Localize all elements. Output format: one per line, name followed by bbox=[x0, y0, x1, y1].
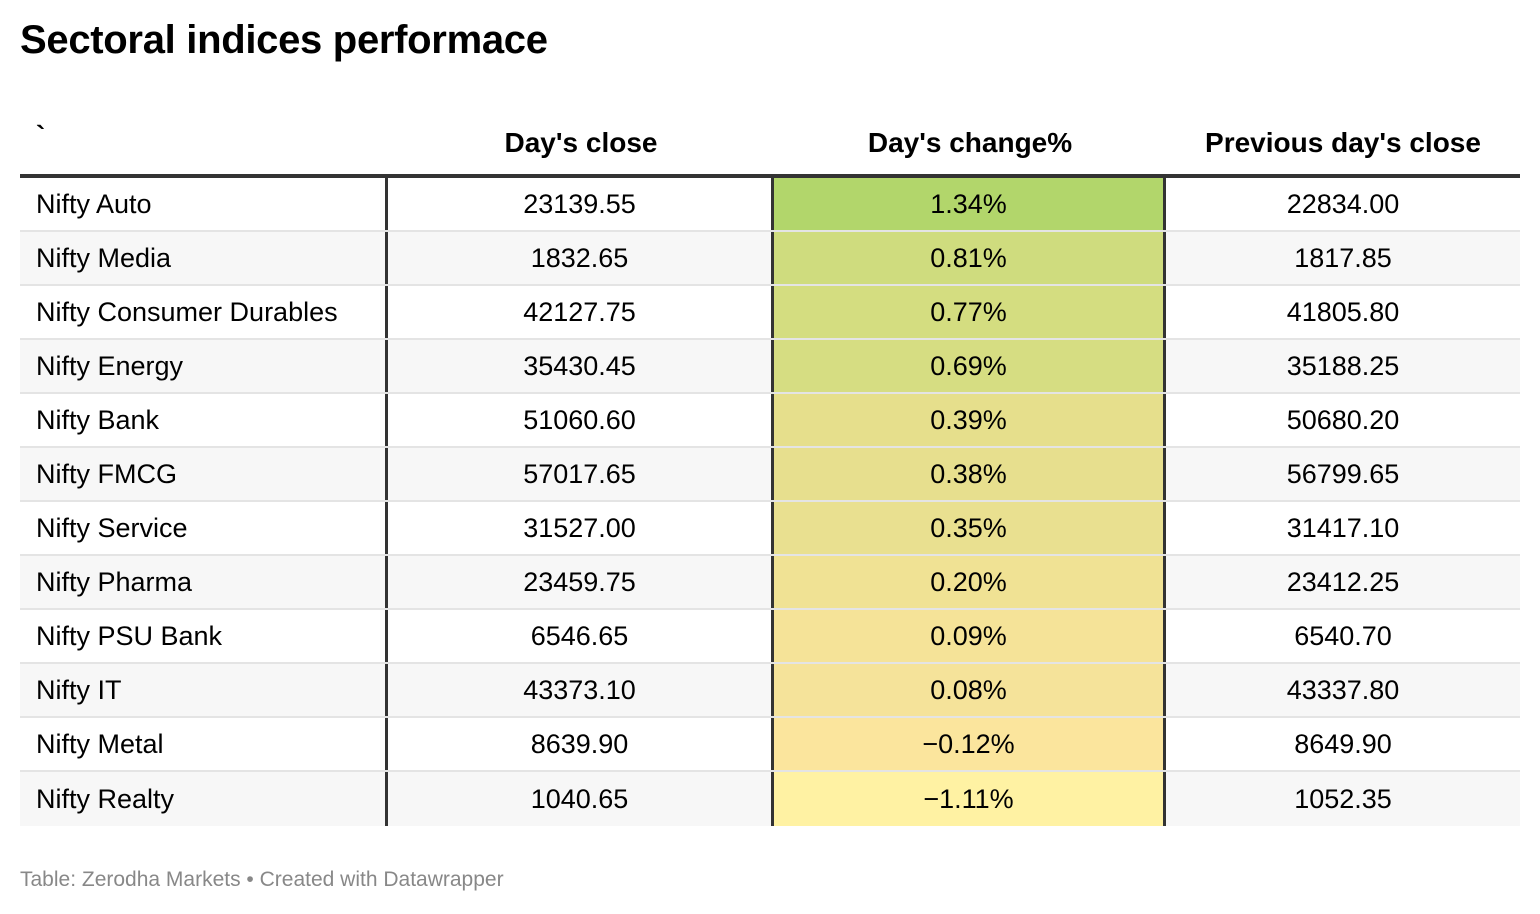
table-row: Nifty FMCG 57017.65 0.38% 56799.65 bbox=[20, 448, 1520, 502]
table-header: ` Day's close Day's change% Previous day… bbox=[20, 102, 1520, 178]
table-row: Nifty Consumer Durables 42127.75 0.77% 4180… bbox=[20, 286, 1520, 340]
row-close-cell: 1040.65 bbox=[388, 772, 774, 826]
row-close-cell: 35430.45 bbox=[388, 340, 774, 392]
row-change-cell: 0.38% bbox=[774, 448, 1166, 500]
row-change-cell: 1.34% bbox=[774, 178, 1166, 230]
row-name-cell: Nifty Consumer Durables bbox=[20, 286, 388, 338]
row-prev-close-cell: 43337.80 bbox=[1286, 674, 1400, 705]
row-prev-close-cell: 31417.10 bbox=[1286, 512, 1400, 543]
row-close-cell: 6546.65 bbox=[388, 610, 774, 662]
table-row: Nifty PSU Bank 6546.65 0.09% 6540.70 bbox=[20, 610, 1520, 664]
row-close-cell: 1832.65 bbox=[388, 232, 774, 284]
table-row: Nifty Bank 51060.60 0.39% 50680.20 bbox=[20, 394, 1520, 448]
row-change-cell: 0.20% bbox=[774, 556, 1166, 608]
column-header-name[interactable]: ` bbox=[36, 120, 46, 151]
row-prev-close-cell: 8649.90 bbox=[1294, 728, 1392, 759]
row-prev-close-cell: 22834.00 bbox=[1286, 188, 1400, 219]
row-prev-close-cell: 56799.65 bbox=[1286, 458, 1400, 489]
column-header-close[interactable]: Day's close bbox=[504, 127, 658, 158]
table-row: Nifty Service 31527.00 0.35% 31417.10 bbox=[20, 502, 1520, 556]
row-prev-close-cell: 50680.20 bbox=[1286, 404, 1400, 435]
row-name-cell: Nifty Metal bbox=[20, 718, 388, 770]
row-prev-close-cell: 1817.85 bbox=[1294, 242, 1392, 273]
row-change-cell: 0.08% bbox=[774, 664, 1166, 716]
row-close-cell: 31527.00 bbox=[388, 502, 774, 554]
row-name-cell: Nifty Energy bbox=[20, 340, 388, 392]
row-close-cell: 51060.60 bbox=[388, 394, 774, 446]
row-name-cell: Nifty IT bbox=[20, 664, 388, 716]
row-name-cell: Nifty Pharma bbox=[20, 556, 388, 608]
row-close-cell: 43373.10 bbox=[388, 664, 774, 716]
table-row: Nifty IT 43373.10 0.08% 43337.80 bbox=[20, 664, 1520, 718]
row-name-cell: Nifty Auto bbox=[20, 178, 388, 230]
row-prev-close-cell: 6540.70 bbox=[1294, 620, 1392, 651]
row-change-cell: 0.77% bbox=[774, 286, 1166, 338]
row-name-cell: Nifty Media bbox=[20, 232, 388, 284]
column-header-change[interactable]: Day's change% bbox=[867, 127, 1073, 158]
row-name-cell: Nifty Bank bbox=[20, 394, 388, 446]
row-name-cell: Nifty Realty bbox=[20, 772, 388, 826]
table-row: Nifty Energy 35430.45 0.69% 35188.25 bbox=[20, 340, 1520, 394]
row-close-cell: 23459.75 bbox=[388, 556, 774, 608]
row-change-cell: 0.35% bbox=[774, 502, 1166, 554]
column-header-prev-close[interactable]: Previous day's close bbox=[1205, 127, 1481, 158]
row-prev-close-cell: 1052.35 bbox=[1294, 783, 1392, 814]
row-prev-close-cell: 23412.25 bbox=[1286, 566, 1400, 597]
table-row: Nifty Realty 1040.65 −1.11% 1052.35 bbox=[20, 772, 1520, 826]
table-body: Nifty Auto 23139.55 1.34% 22834.00 Nifty Med… bbox=[20, 178, 1520, 826]
row-close-cell: 23139.55 bbox=[388, 178, 774, 230]
row-name-cell: Nifty FMCG bbox=[20, 448, 388, 500]
row-change-cell: −0.12% bbox=[774, 718, 1166, 770]
row-change-cell: 0.39% bbox=[774, 394, 1166, 446]
table-row: Nifty Auto 23139.55 1.34% 22834.00 bbox=[20, 178, 1520, 232]
row-name-cell: Nifty PSU Bank bbox=[20, 610, 388, 662]
table-row: Nifty Metal 8639.90 −0.12% 8649.90 bbox=[20, 718, 1520, 772]
row-change-cell: 0.81% bbox=[774, 232, 1166, 284]
row-prev-close-cell: 41805.80 bbox=[1286, 296, 1400, 327]
table-row: Nifty Pharma 23459.75 0.20% 23412.25 bbox=[20, 556, 1520, 610]
sectoral-table: ` Day's close Day's change% Previous day… bbox=[20, 102, 1520, 826]
row-prev-close-cell: 35188.25 bbox=[1286, 350, 1400, 381]
row-close-cell: 57017.65 bbox=[388, 448, 774, 500]
row-close-cell: 42127.75 bbox=[388, 286, 774, 338]
row-name-cell: Nifty Service bbox=[20, 502, 388, 554]
source-footer: Table: Zerodha Markets • Created with Da… bbox=[20, 868, 504, 891]
table-row: Nifty Media 1832.65 0.81% 1817.85 bbox=[20, 232, 1520, 286]
table-title: Sectoral indices performace bbox=[20, 18, 548, 62]
row-change-cell: 0.69% bbox=[774, 340, 1166, 392]
row-change-cell: −1.11% bbox=[774, 772, 1166, 826]
row-close-cell: 8639.90 bbox=[388, 718, 774, 770]
row-change-cell: 0.09% bbox=[774, 610, 1166, 662]
